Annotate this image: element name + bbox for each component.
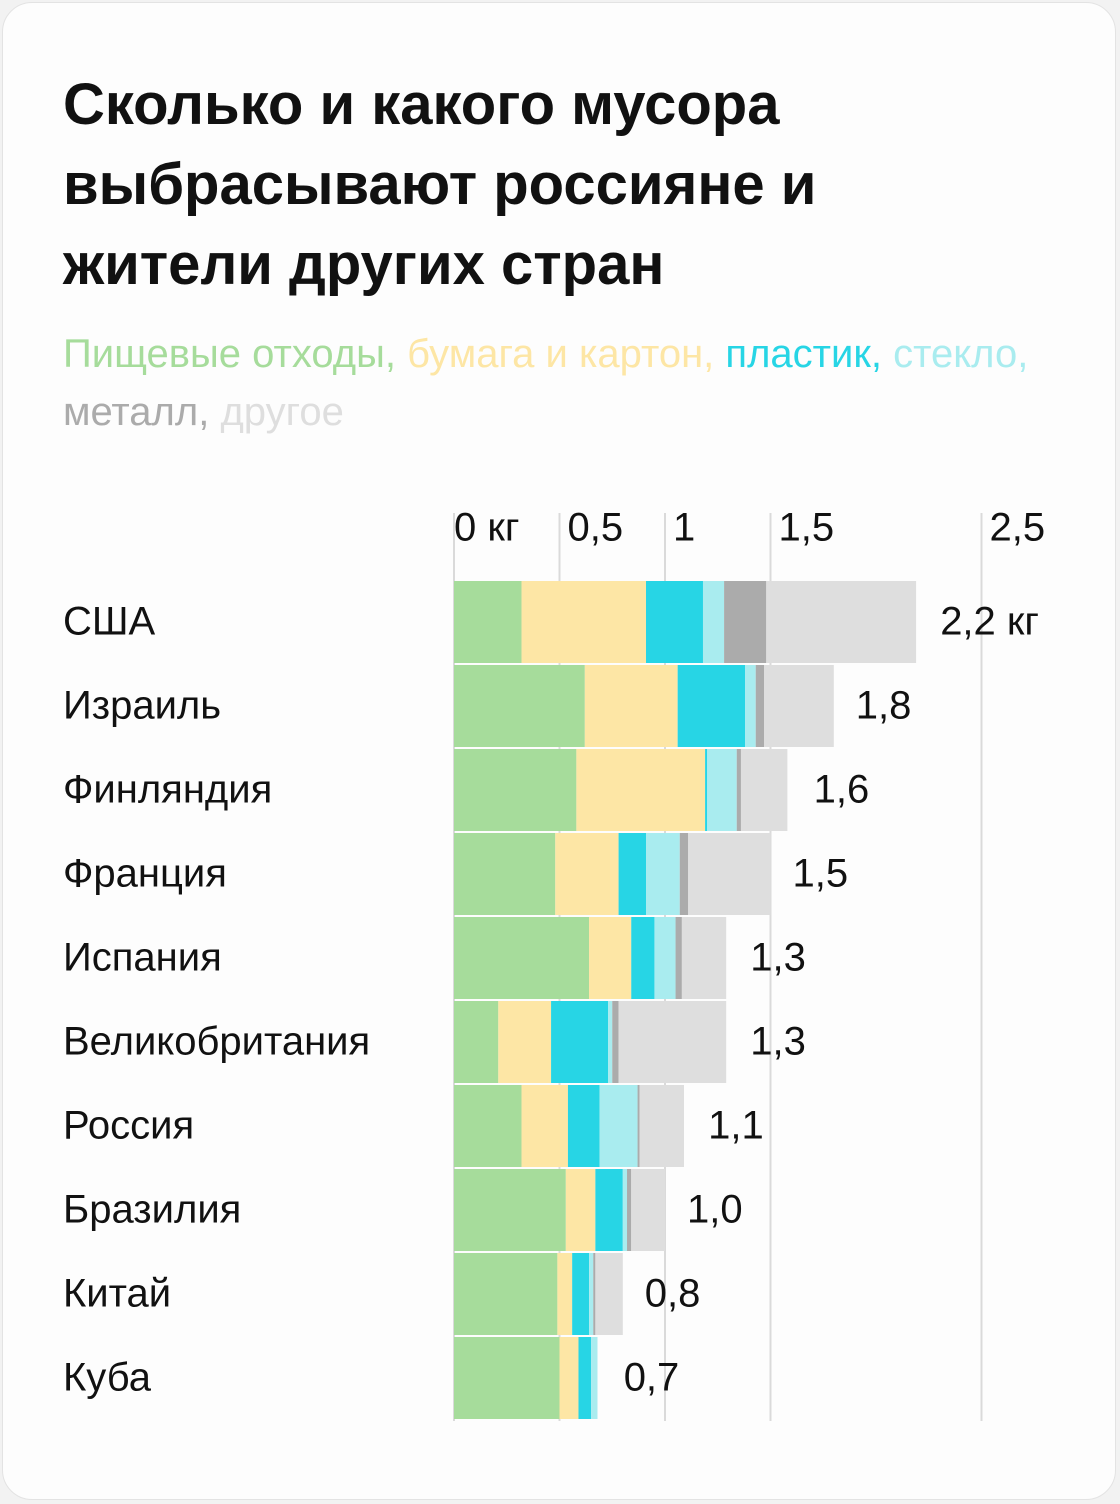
bar-segment xyxy=(631,917,655,999)
category-label: Финляндия xyxy=(63,768,272,812)
bar-segment xyxy=(618,833,647,915)
total-label: 1,0 xyxy=(687,1188,743,1232)
bar-segment xyxy=(578,1337,592,1419)
chart-title: Сколько и какого мусора выбрасывают росс… xyxy=(63,72,817,297)
legend: Пищевые отходы, бумага и картон, пластик… xyxy=(63,325,1043,441)
bar-segment xyxy=(627,1169,632,1251)
bar-segment xyxy=(454,1253,558,1335)
category-label: Великобритания xyxy=(63,1020,370,1064)
bar-segment xyxy=(766,581,917,663)
legend-entry: другое xyxy=(220,390,344,434)
category-label: Китай xyxy=(63,1272,171,1316)
bar-segment xyxy=(705,749,708,831)
chart: 0 кг 0,5 1 1,5 2,5 США 2,2 кг Израиль 1,8 Финлянд… xyxy=(63,506,1046,1421)
bar-segment xyxy=(589,917,632,999)
bar-segment xyxy=(454,1337,560,1419)
bar-segment xyxy=(736,749,741,831)
bar-segment xyxy=(521,1085,568,1167)
bar-segment xyxy=(591,1337,598,1419)
bar-segment xyxy=(707,749,737,831)
category-label: Франция xyxy=(63,852,227,896)
bar-segment xyxy=(454,833,556,915)
legend-entry: пластик xyxy=(725,332,871,376)
bar-segment xyxy=(618,1001,727,1083)
bar-segment xyxy=(612,1001,619,1083)
legend-separator: , xyxy=(384,332,396,376)
bar-segment xyxy=(584,665,678,747)
bar-segment xyxy=(454,749,577,831)
bar-segment xyxy=(724,581,767,663)
x-tick-label: 1,5 xyxy=(779,506,835,550)
bar-segment xyxy=(595,1253,623,1335)
bar-segment xyxy=(454,1169,566,1251)
legend-entry: стекло xyxy=(893,332,1018,376)
bar-segment xyxy=(593,1253,596,1335)
bar-segment xyxy=(755,665,765,747)
legend-separator: , xyxy=(1017,332,1029,376)
bar-segment xyxy=(567,1085,600,1167)
bar-segment xyxy=(521,581,647,663)
bar-segment xyxy=(454,581,522,663)
bar-segment xyxy=(608,1001,613,1083)
bar-segment xyxy=(622,1169,628,1251)
bar-segment xyxy=(702,581,725,663)
bar-segment xyxy=(454,917,590,999)
bar-segment xyxy=(454,665,585,747)
category-label: Испания xyxy=(63,936,222,980)
bar-segment xyxy=(688,833,771,915)
x-tick-label: 1 xyxy=(673,506,695,550)
legend-entry: металл xyxy=(63,390,199,434)
x-tick-label: 2,5 xyxy=(990,506,1046,550)
bar-segment xyxy=(498,1001,552,1083)
bar-segment xyxy=(555,833,619,915)
bar-segment xyxy=(557,1253,573,1335)
bar-segment xyxy=(572,1253,590,1335)
category-label: Россия xyxy=(63,1104,194,1148)
bar-segment xyxy=(637,1085,640,1167)
category-label: Израиль xyxy=(63,684,221,728)
bar-segment xyxy=(631,1169,665,1251)
x-tick-label: 0 кг xyxy=(454,506,519,550)
bar-segment xyxy=(740,749,788,831)
bar-segment xyxy=(681,917,727,999)
bar-segment xyxy=(595,1169,623,1251)
total-label: 2,2 кг xyxy=(940,600,1039,644)
bar-segment xyxy=(559,1337,579,1419)
bar-segment xyxy=(675,917,682,999)
total-label: 1,1 xyxy=(708,1104,764,1148)
bar-segment xyxy=(745,665,756,747)
legend-separator: , xyxy=(870,332,882,376)
legend-entry: бумага и картон xyxy=(407,332,704,376)
bar-segment xyxy=(677,665,746,747)
total-label: 1,5 xyxy=(793,852,849,896)
bar-segment xyxy=(646,833,680,915)
bar-segment xyxy=(551,1001,609,1083)
x-tick-label: 0,5 xyxy=(568,506,624,550)
bar-segment xyxy=(639,1085,684,1167)
legend-entry: Пищевые отходы xyxy=(63,332,385,376)
legend-separator: , xyxy=(198,390,210,434)
bar-segment xyxy=(646,581,703,663)
category-label: Бразилия xyxy=(63,1188,241,1232)
bar-segment xyxy=(654,917,676,999)
total-label: 1,3 xyxy=(750,1020,806,1064)
bar-segment xyxy=(599,1085,638,1167)
total-label: 1,6 xyxy=(814,768,870,812)
bar-segment xyxy=(679,833,689,915)
category-label: Куба xyxy=(63,1356,152,1400)
bar-segment xyxy=(764,665,834,747)
total-label: 1,8 xyxy=(856,684,912,728)
bar-segment xyxy=(576,749,706,831)
bar-segment xyxy=(589,1253,594,1335)
bar-segment xyxy=(565,1169,596,1251)
total-label: 0,8 xyxy=(645,1272,701,1316)
category-label: США xyxy=(63,600,156,644)
total-label: 1,3 xyxy=(750,936,806,980)
bar-segment xyxy=(454,1001,499,1083)
total-label: 0,7 xyxy=(624,1356,680,1400)
bar-segment xyxy=(454,1085,522,1167)
legend-separator: , xyxy=(703,332,715,376)
